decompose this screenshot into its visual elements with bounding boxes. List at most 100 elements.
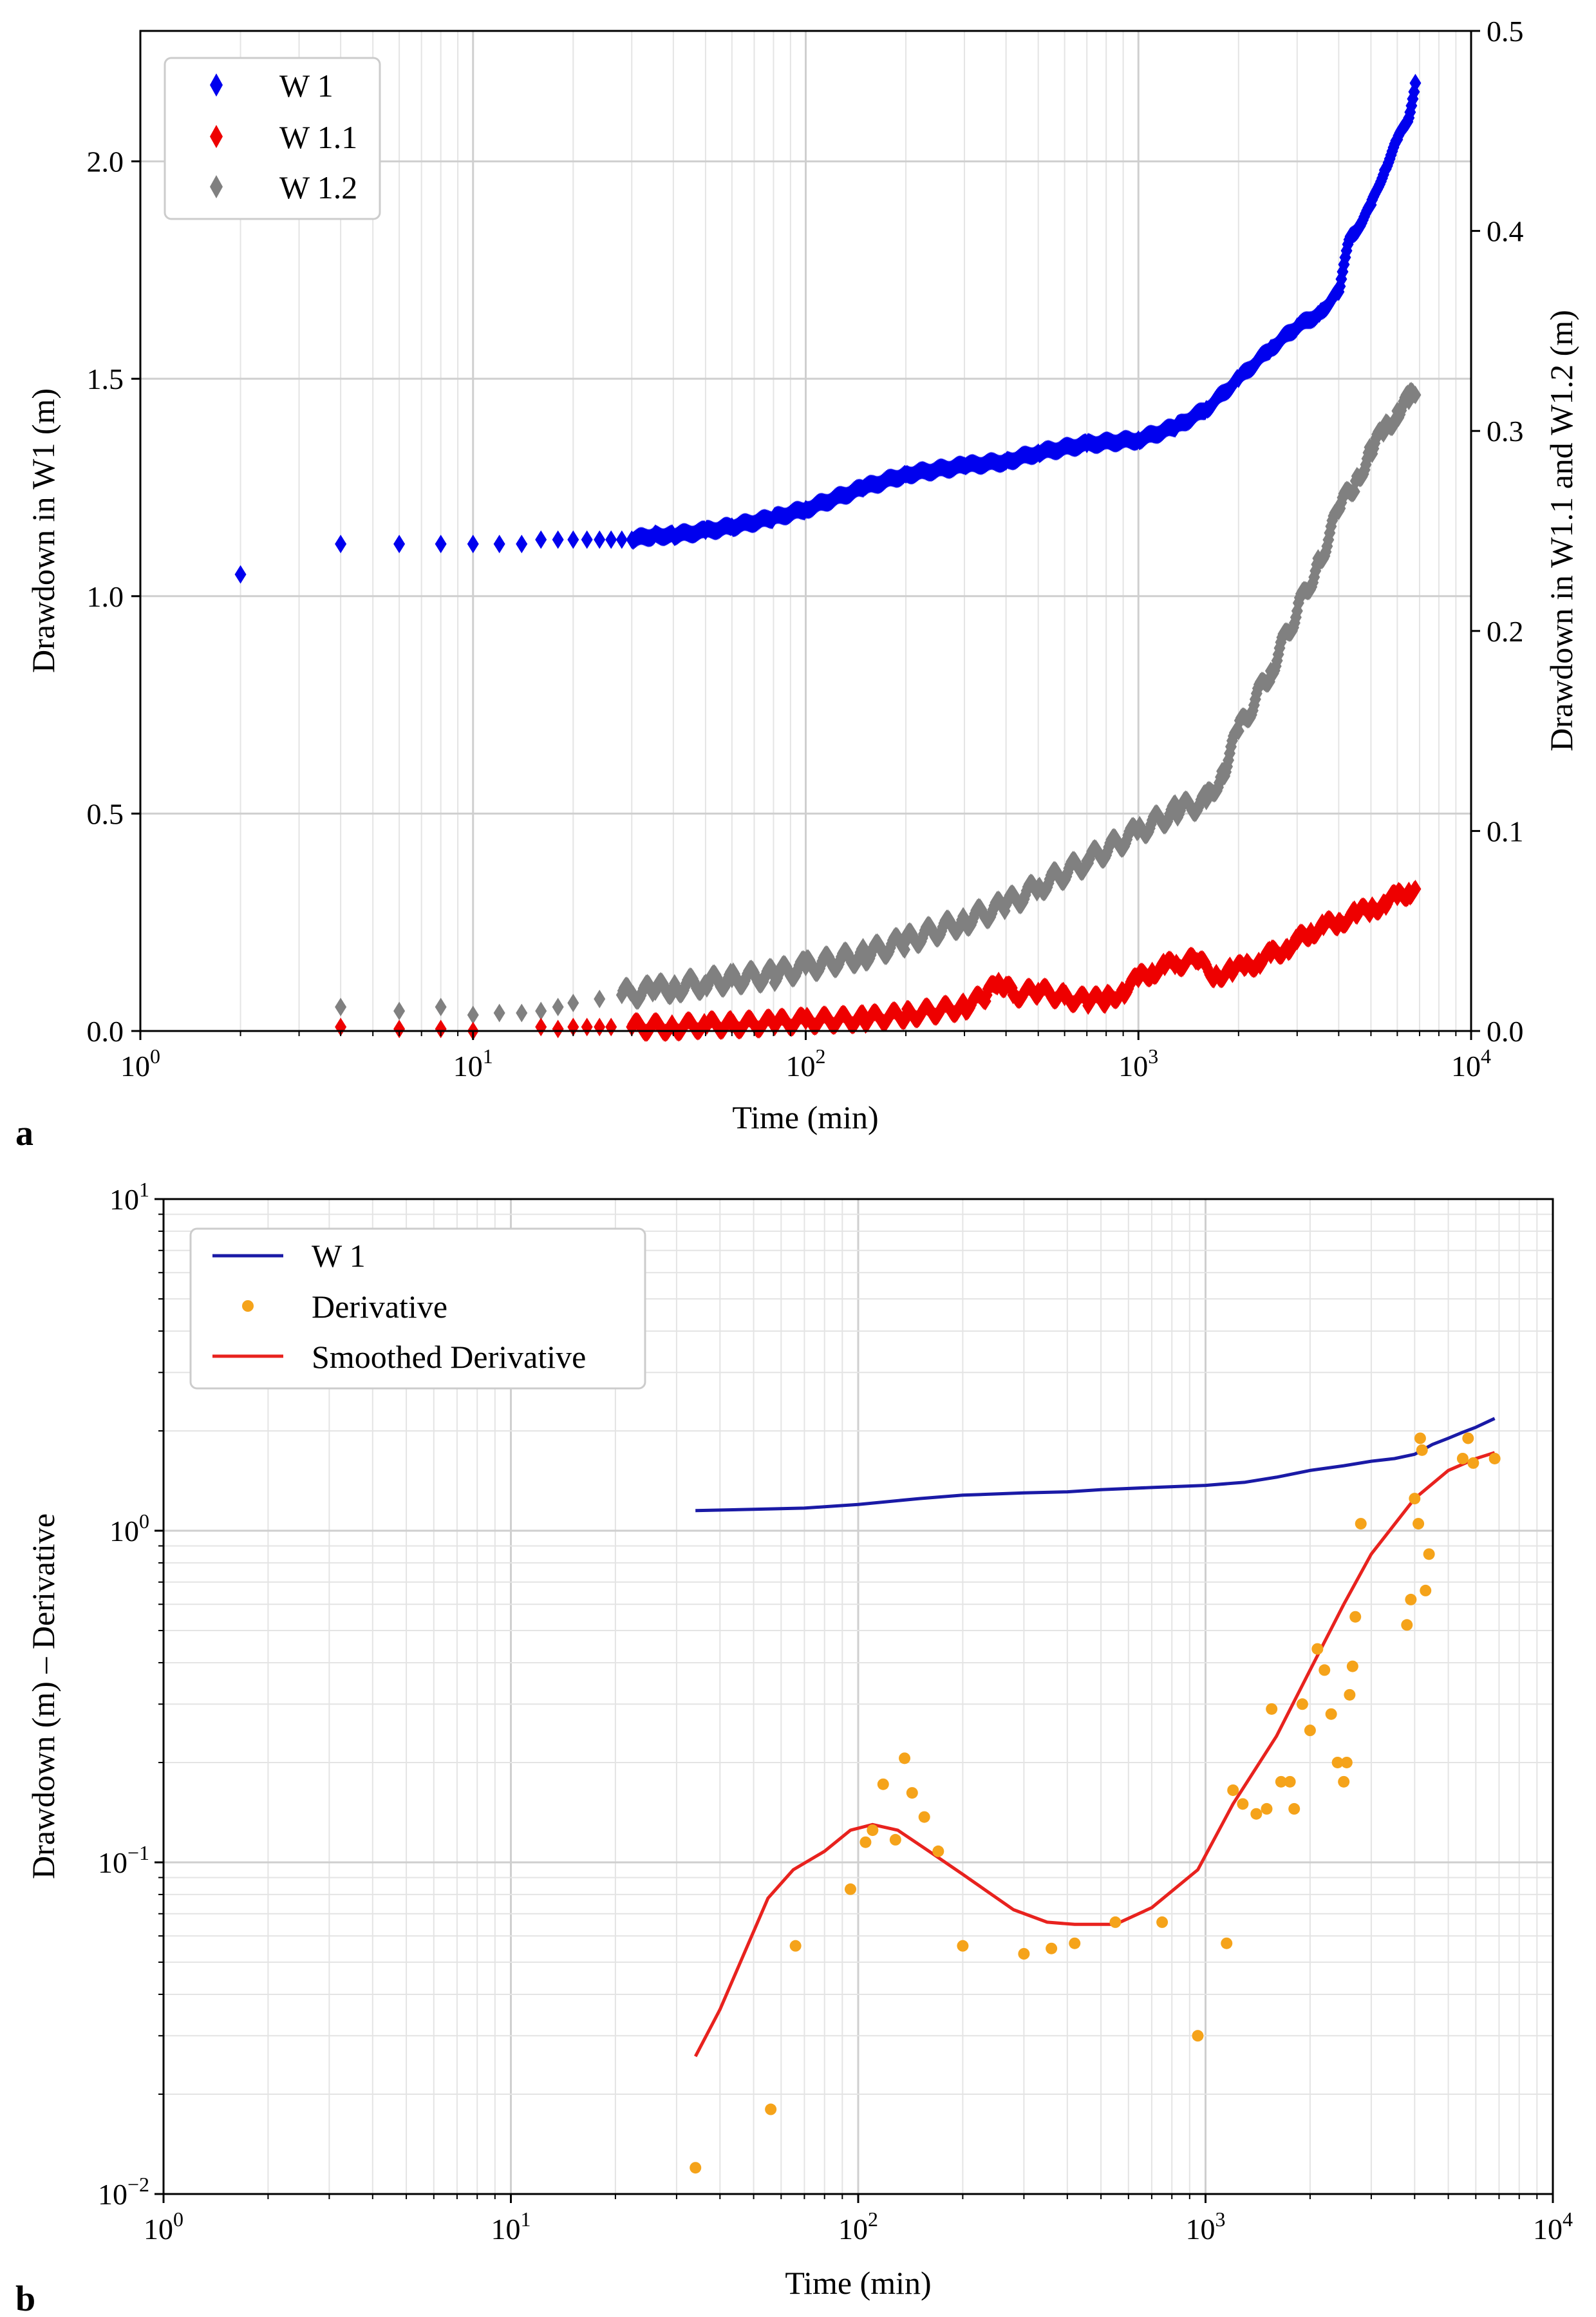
derivative-point	[957, 1940, 969, 1952]
x-tick-label: 102	[786, 1045, 826, 1083]
w1-2-point	[435, 998, 447, 1017]
w1-1-point	[605, 1017, 617, 1037]
w1-2-point	[393, 1001, 406, 1021]
panel-b-xlabel: Time (min)	[785, 2265, 931, 2301]
x-tick-label: 102	[838, 2208, 878, 2246]
w1-2-point	[1200, 791, 1212, 811]
w1-point	[581, 530, 593, 549]
panel-a-legend-box	[164, 57, 381, 220]
derivative-point	[1227, 1784, 1239, 1796]
legend-label-smoothed: Smoothed Derivative	[312, 1339, 586, 1375]
panel-b-ylabel: Drawdown (m) – Derivative	[25, 1513, 61, 1879]
w1-point	[552, 530, 564, 549]
x-tick-label: 100	[120, 1045, 160, 1083]
x-tick-label: 101	[491, 2208, 531, 2246]
w1-1-point	[435, 1019, 447, 1039]
w1-point	[615, 530, 628, 549]
legend-label-derivative: Derivative	[312, 1289, 447, 1325]
y-tick-label: 10−1	[98, 1841, 149, 1879]
derivative-point	[1261, 1802, 1273, 1815]
y-right-tick-label: 0.2	[1487, 615, 1524, 648]
derivative-point	[1069, 1937, 1081, 1949]
derivative-point	[1349, 1611, 1362, 1623]
panel-b-ticks: 100 101 102 103 104 10−2 10−1 100 101	[98, 1178, 1573, 2246]
w1-point	[435, 534, 447, 554]
derivative-point	[1331, 1756, 1344, 1768]
panel-b-label: b	[15, 2279, 35, 2317]
y-right-tick-label: 0.5	[1487, 15, 1524, 48]
w1-1-point	[393, 1019, 406, 1039]
derivative-point	[1156, 1916, 1169, 1928]
derivative-point	[1018, 1947, 1030, 1960]
y-tick-label: 101	[109, 1178, 149, 1216]
legend-marker-w1-2	[210, 175, 223, 198]
w1-2-point	[1232, 721, 1244, 741]
panel-a-ticks: 100 101 102 103 1040.00.51.01.52.00.00.10.20…	[87, 15, 1524, 1083]
panel-a: 100 101 102 103 1040.00.51.01.52.00.00.10.20…	[15, 15, 1579, 1153]
w1-point	[335, 534, 347, 554]
w1-point	[605, 530, 617, 549]
w1-1-point	[535, 1017, 547, 1037]
w1-point	[594, 530, 606, 549]
w1-2-point	[493, 1003, 505, 1023]
derivative-point	[844, 1883, 856, 1895]
w1-point	[516, 534, 528, 554]
x-tick-label: 104	[1451, 1045, 1491, 1083]
derivative-point	[1409, 1493, 1421, 1505]
panel-a-legend: W 1 W 1.1 W 1.2	[164, 57, 381, 220]
panel-a-series	[234, 73, 1422, 1043]
w1-2-point	[800, 958, 812, 977]
derivative-point	[1401, 1619, 1413, 1631]
panel-b-series	[690, 1417, 1501, 2174]
derivative-point	[1346, 1660, 1358, 1672]
w1-2-group	[335, 382, 1422, 1025]
w1-2-point	[567, 994, 579, 1012]
w1-group	[234, 73, 1422, 584]
w1-1-point	[552, 1019, 564, 1039]
derivative-point	[877, 1778, 889, 1790]
smoothed-derivative	[693, 1451, 1496, 2057]
derivative-point	[1275, 1775, 1287, 1788]
derivative-point	[932, 1845, 944, 1857]
w1-2-point	[335, 998, 347, 1017]
legend-marker-w1-1	[210, 125, 223, 148]
legend-label-w1-1: W 1.1	[279, 119, 357, 155]
y-left-tick-label: 0.5	[87, 797, 124, 830]
derivative-point	[918, 1811, 930, 1823]
panel-b-legend: W 1 Derivative Smoothed Derivative	[189, 1227, 646, 1390]
derivative-point	[906, 1787, 918, 1799]
w1-1-point	[594, 1017, 606, 1037]
y-right-tick-label: 0.1	[1487, 815, 1524, 847]
w1-2-point	[594, 989, 606, 1008]
derivative-point	[789, 1940, 802, 1952]
derivative-point	[1456, 1452, 1469, 1464]
derivative-point	[1109, 1916, 1122, 1928]
w1-point	[467, 534, 479, 554]
w1-1-group	[335, 880, 1422, 1043]
derivative-point	[1414, 1432, 1426, 1444]
panel-b-grid	[164, 1199, 1553, 2194]
y-right-tick-label: 0.0	[1487, 1015, 1524, 1048]
derivative-point	[1413, 1518, 1425, 1530]
panel-a-xlabel: Time (min)	[732, 1099, 878, 1135]
y-right-tick-label: 0.4	[1487, 215, 1524, 248]
panel-a-ylabel-right: Drawdown in W1.1 and W1.2 (m)	[1543, 310, 1579, 752]
derivative-point	[1325, 1708, 1337, 1720]
w1-point	[567, 530, 579, 549]
panel-a-label: a	[15, 1113, 33, 1153]
w1-line	[695, 1417, 1496, 1513]
y-tick-label: 10−2	[98, 2173, 149, 2211]
x-tick-label: 103	[1118, 1045, 1158, 1083]
w1-point	[535, 530, 547, 549]
derivative-point	[1311, 1643, 1324, 1655]
legend-marker-derivative	[242, 1300, 254, 1312]
w1-1-point	[581, 1017, 593, 1037]
derivative-point	[1423, 1548, 1435, 1560]
derivative-point	[1284, 1775, 1296, 1788]
w1-1-point	[335, 1017, 347, 1037]
derivative-point	[1221, 1937, 1233, 1949]
derivative-point	[1319, 1664, 1331, 1676]
legend-label-w1: W 1	[279, 68, 333, 104]
w1-point	[1409, 73, 1422, 93]
